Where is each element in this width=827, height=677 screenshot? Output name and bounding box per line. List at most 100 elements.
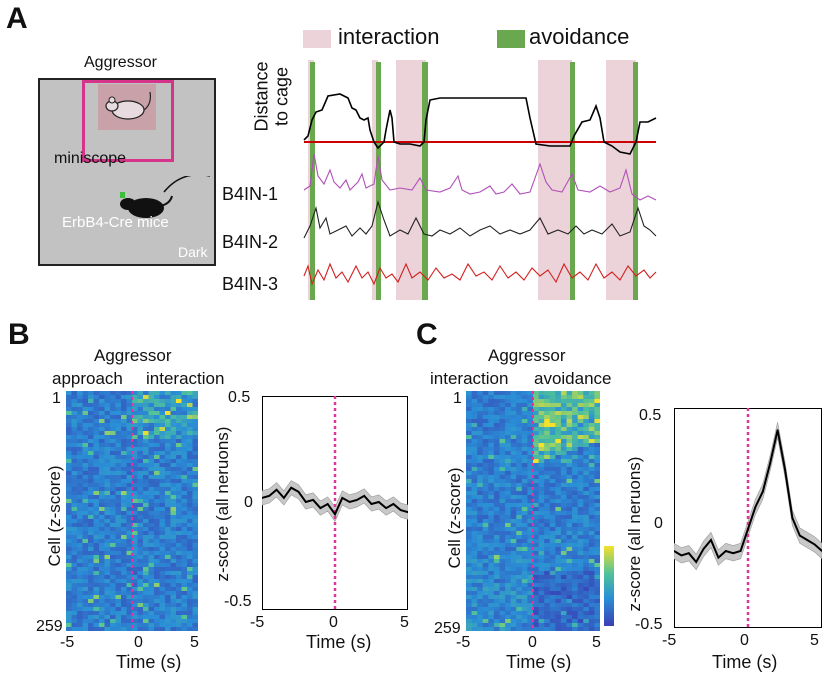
heatmap-cell	[126, 535, 133, 540]
heatmap-cell	[137, 407, 144, 412]
heatmap-cell	[137, 399, 144, 404]
data-point	[769, 462, 771, 464]
heatmap-cell	[104, 563, 111, 568]
heatmap-cell	[99, 415, 105, 420]
heatmap-cell	[505, 559, 512, 564]
heatmap-cell	[588, 411, 595, 416]
heatmap-cell	[505, 527, 512, 532]
heatmap-cell	[181, 615, 188, 620]
heatmap-cell	[187, 423, 193, 428]
heatmap-cell	[533, 495, 540, 500]
heatmap-cell	[555, 591, 562, 596]
heatmap-cell	[544, 527, 551, 532]
heatmap-cell	[121, 571, 127, 576]
heatmap-cell	[143, 407, 149, 412]
heatmap-cell	[466, 431, 473, 436]
heatmap-cell	[99, 419, 105, 424]
heatmap-cell	[110, 427, 116, 432]
heatmap-cell	[566, 439, 573, 444]
heatmap-cell	[104, 391, 111, 396]
heatmap-cell	[544, 575, 551, 580]
heatmap-cell	[77, 483, 83, 488]
heatmap-cell	[115, 471, 122, 476]
heatmap-cell	[143, 587, 149, 592]
heatmap-cell	[533, 623, 540, 628]
heatmap-cell	[566, 587, 573, 592]
heatmap-cell	[132, 531, 138, 536]
heatmap-cell	[192, 547, 198, 552]
heatmap-cell	[170, 547, 177, 552]
heatmap-cell	[527, 403, 534, 408]
heatmap-cell	[82, 427, 89, 432]
heatmap-cell	[533, 399, 540, 404]
heatmap-cell	[572, 443, 579, 448]
heatmap-cell	[471, 551, 478, 556]
heatmap-cell	[555, 479, 562, 484]
heatmap-cell	[104, 615, 111, 620]
data-point	[799, 534, 801, 537]
heatmap-cell	[594, 575, 600, 580]
heatmap-cell	[477, 539, 484, 544]
heatmap-cell	[176, 411, 182, 416]
heatmap-cell	[88, 415, 94, 420]
heatmap-cell	[572, 423, 579, 428]
heatmap-cell	[488, 535, 495, 540]
heatmap-cell	[77, 419, 83, 424]
heatmap-cell	[154, 511, 160, 516]
heatmap-cell	[170, 439, 177, 444]
heatmap-cell	[181, 539, 188, 544]
heatmap-cell	[583, 439, 590, 444]
heatmap-cell	[521, 579, 528, 584]
heatmap-cell	[471, 455, 478, 460]
heatmap-cell	[527, 547, 534, 552]
heatmap-cell	[555, 487, 562, 492]
heatmap-cell	[549, 483, 556, 488]
heatmap-cell	[583, 471, 590, 476]
heatmap-cell	[544, 483, 551, 488]
heatmap-cell	[493, 515, 500, 520]
heatmap-cell	[176, 419, 182, 424]
heatmap-cell	[538, 579, 545, 584]
heatmap-cell	[77, 391, 83, 396]
heatmap-cell	[170, 395, 177, 400]
heatmap-cell	[159, 603, 166, 608]
heatmap-cell	[527, 399, 534, 404]
heatmap-cell	[181, 447, 188, 452]
heatmap-cell	[110, 403, 116, 408]
heatmap-cell	[143, 423, 149, 428]
heatmap-cell	[521, 459, 528, 464]
heatmap-cell	[159, 547, 166, 552]
heatmap-cell	[482, 399, 489, 404]
heatmap-cell	[516, 511, 523, 516]
heatmap-cell	[516, 583, 523, 588]
heatmap-cell	[555, 399, 562, 404]
heatmap-cell	[566, 519, 573, 524]
heatmap-cell	[165, 523, 171, 528]
heatmap-cell	[143, 615, 149, 620]
heatmap-cell	[77, 563, 83, 568]
heatmap-cell	[88, 615, 94, 620]
heatmap-cell	[482, 519, 489, 524]
heatmap-cell	[572, 615, 579, 620]
heatmap-cell	[126, 547, 133, 552]
heatmap-cell	[588, 415, 595, 420]
data-point	[399, 509, 402, 511]
heatmap-cell	[544, 591, 551, 596]
heatmap-cell	[181, 431, 188, 436]
panel-c-heatmap	[466, 391, 600, 631]
heatmap-cell	[93, 527, 100, 532]
heatmap-cell	[143, 539, 149, 544]
heatmap-cell	[505, 483, 512, 488]
heatmap-cell	[159, 623, 166, 628]
heatmap-cell	[71, 539, 78, 544]
heatmap-cell	[466, 467, 473, 472]
heatmap-cell	[165, 575, 171, 580]
heatmap-cell	[466, 507, 473, 512]
heatmap-cell	[110, 395, 116, 400]
panel-b-heatmap-xtick: 0	[134, 634, 143, 651]
heatmap-cell	[533, 487, 540, 492]
heatmap-cell	[505, 627, 512, 631]
heatmap-cell	[471, 427, 478, 432]
heatmap-cell	[544, 523, 551, 528]
heatmap-cell	[493, 479, 500, 484]
